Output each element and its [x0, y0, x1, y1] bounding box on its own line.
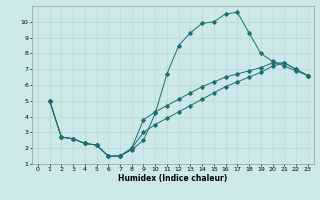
X-axis label: Humidex (Indice chaleur): Humidex (Indice chaleur)	[118, 174, 228, 183]
